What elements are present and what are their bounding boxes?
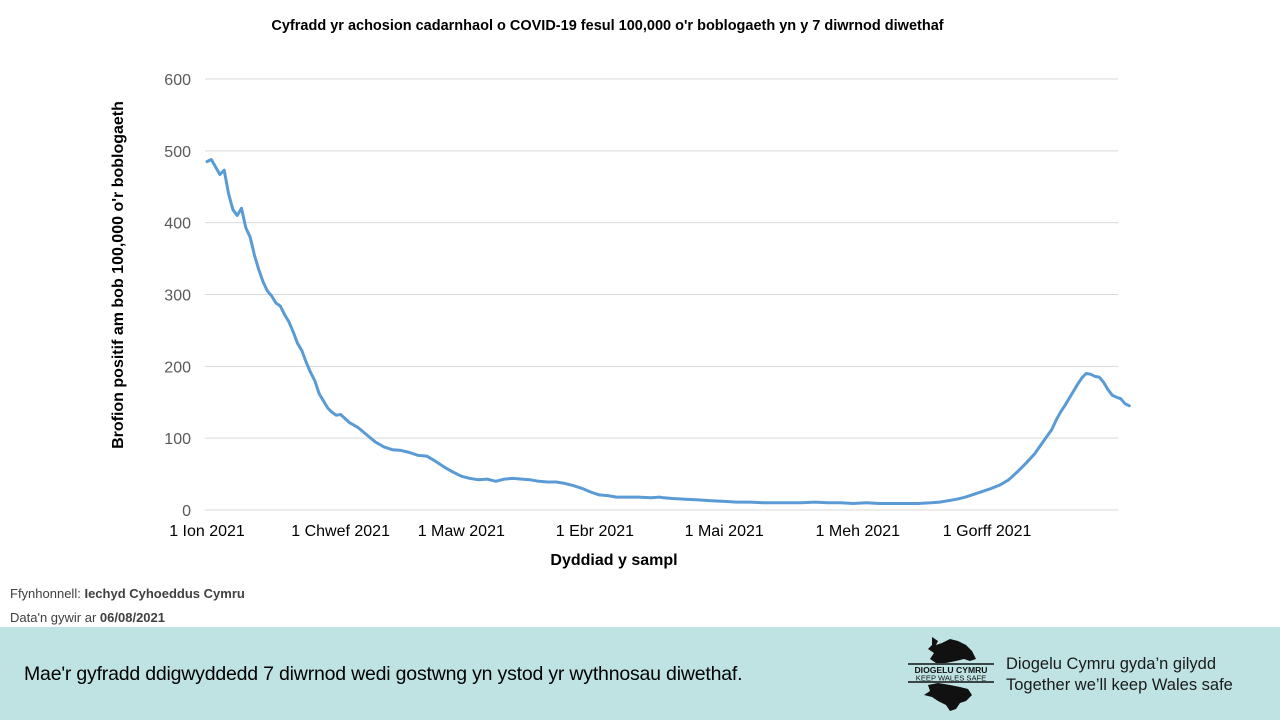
- tagline: Diogelu Cymru gyda’n gilydd Together we’…: [1006, 654, 1233, 696]
- logo-text-cy: DIOGELU CYMRU: [914, 665, 987, 675]
- y-tick-label: 0: [182, 503, 191, 520]
- y-axis-ticks: 0 100 200 300 400 500 600: [164, 72, 191, 520]
- x-tick-label: 1 Maw 2021: [418, 523, 505, 540]
- y-axis-title: Brofion positif am bob 100,000 o'r boblo…: [110, 101, 127, 449]
- footer-banner: Mae'r gyfradd ddigwyddedd 7 diwrnod wedi…: [0, 627, 1280, 720]
- tagline-english: Together we’ll keep Wales safe: [1006, 676, 1233, 694]
- x-tick-label: 1 Ion 2021: [169, 523, 245, 540]
- x-tick-label: 1 Meh 2021: [816, 523, 901, 540]
- x-tick-label: 1 Ebr 2021: [556, 523, 634, 540]
- y-tick-label: 300: [164, 288, 191, 305]
- x-tick-label: 1 Mai 2021: [685, 523, 764, 540]
- y-tick-label: 100: [164, 431, 191, 448]
- data-date-line: Data'n gywir ar 06/08/2021: [10, 610, 165, 625]
- x-tick-label: 1 Chwef 2021: [291, 523, 390, 540]
- tagline-welsh: Diogelu Cymru gyda’n gilydd: [1006, 655, 1217, 673]
- keep-wales-safe-logo: DIOGELU CYMRU KEEP WALES SAFE: [908, 637, 994, 711]
- line-chart: 0 100 200 300 400 500 600 1 Ion 2021 1 Chwef 20…: [110, 72, 1131, 569]
- chart-title: Cyfradd yr achosion cadarnhaol o COVID-1…: [271, 18, 944, 34]
- source-label: Ffynhonnell:: [10, 586, 81, 601]
- wales-map-icon: [924, 637, 976, 711]
- y-tick-label: 200: [164, 359, 191, 376]
- logo-text-en: KEEP WALES SAFE: [916, 674, 986, 683]
- data-date-value: 06/08/2021: [99, 610, 165, 625]
- y-tick-label: 400: [164, 216, 191, 233]
- x-tick-label: 1 Gorff 2021: [943, 523, 1032, 540]
- data-date-label: Data'n gywir ar: [10, 610, 97, 625]
- summary-message: Mae'r gyfradd ddigwyddedd 7 diwrnod wedi…: [24, 663, 743, 685]
- y-tick-label: 500: [164, 144, 191, 161]
- source-line: Ffynhonnell: Iechyd Cyhoeddus Cymru: [10, 586, 245, 601]
- gridlines: [205, 78, 1118, 511]
- x-axis-title: Dyddiad y sampl: [550, 552, 677, 569]
- rate-line: [205, 158, 1131, 505]
- source-value: Iechyd Cyhoeddus Cymru: [84, 586, 245, 601]
- x-axis-ticks: 1 Ion 2021 1 Chwef 2021 1 Maw 2021 1 Ebr 20…: [169, 523, 1031, 540]
- y-tick-label: 600: [164, 72, 191, 89]
